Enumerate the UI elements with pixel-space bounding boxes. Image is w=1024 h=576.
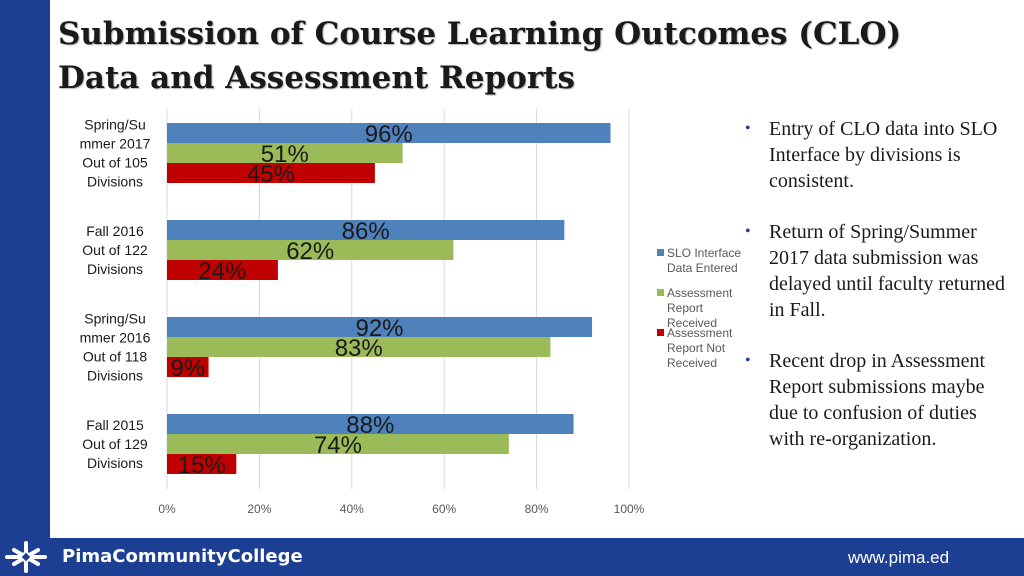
bar [167,220,565,240]
category-label-line: Fall 2015 [86,417,144,433]
legend-swatch [657,249,664,256]
category-label: Fall 2015 Out of 129 Divisions [82,417,148,471]
bar-chart: 0% 20% 40% 60% 80% 100%96%51%45%Spring/Su mmer… [80,109,645,516]
bar [167,434,509,454]
x-tick-label: 100% [614,502,645,516]
data-label: 83% [335,335,383,362]
category-label-line: Out of 105 [82,155,148,171]
data-label: 15% [178,452,226,479]
bullet-icon: • [745,120,751,137]
left-accent-bar [0,0,50,576]
bar [167,414,574,434]
data-label: 74% [314,432,362,459]
category-label-line: Out of 118 [83,349,148,365]
data-label: 45% [247,161,295,188]
bar [167,143,403,163]
bar [167,357,209,377]
footer-bar: PimaCommunityCollege www.pima.ed [0,538,1024,576]
bullet-text: Entry of CLO data into SLO Interface by … [769,118,998,192]
bullet-text: Return of Spring/Summer 2017 data submis… [769,221,1006,321]
bullet-list: • Entry of CLO data into SLO Interface by… [745,116,1017,477]
category-label-line: mmer 2017 [80,136,151,152]
bar [167,163,375,183]
category-label-line: Divisions [87,368,143,384]
bar [167,454,237,474]
website-link[interactable]: www.pima.ed [848,548,950,567]
bar [167,240,454,260]
x-tick-label: 20% [247,502,271,516]
category-label: Spring/Su mmer 2016 Out of 118 Divisions [80,311,151,384]
x-tick-label: 80% [525,502,549,516]
legend-swatch [657,329,664,336]
bullet-item: • Return of Spring/Summer 2017 data submi… [745,219,1017,323]
bar [167,123,611,143]
category-label-line: Fall 2016 [86,223,144,239]
slide-title: Submission of Course Learning Outcomes (… [58,16,902,96]
category-label-line: Divisions [87,455,143,471]
legend-label: Assessment Report Not Received [667,326,733,370]
bar [167,260,278,280]
category-label-line: Divisions [87,261,143,277]
x-tick-label: 60% [432,502,456,516]
category-label: Spring/Su mmer 2017 Out of 105 Divisions [80,117,151,190]
bar [167,337,551,357]
data-label: 9% [170,355,205,382]
pima-snowflake-logo-icon [5,541,47,573]
category-label-line: Out of 129 [82,436,148,452]
x-tick-label: 40% [340,502,364,516]
bar [167,317,593,337]
category-label-line: Divisions [87,174,143,190]
category-label-line: Spring/Su [84,117,145,133]
legend-label: SLO Interface Data Entered [667,246,742,275]
college-name: PimaCommunityCollege [62,546,303,567]
bullet-item: • Recent drop in Assessment Report submis… [745,348,1017,452]
bullet-icon: • [745,223,751,240]
category-label-line: mmer 2016 [80,330,151,346]
bullet-text: Recent drop in Assessment Report submiss… [769,350,986,450]
data-label: 62% [286,238,334,265]
data-label: 24% [198,258,246,285]
legend-label: Assessment Report Received [667,286,733,330]
category-label-line: Out of 122 [82,242,148,258]
bullet-icon: • [745,352,751,369]
legend-swatch [657,289,664,296]
category-label: Fall 2016 Out of 122 Divisions [82,223,148,277]
category-label-line: Spring/Su [84,311,145,327]
bullet-item: • Entry of CLO data into SLO Interface by… [745,116,1017,194]
x-tick-label: 0% [158,502,176,516]
